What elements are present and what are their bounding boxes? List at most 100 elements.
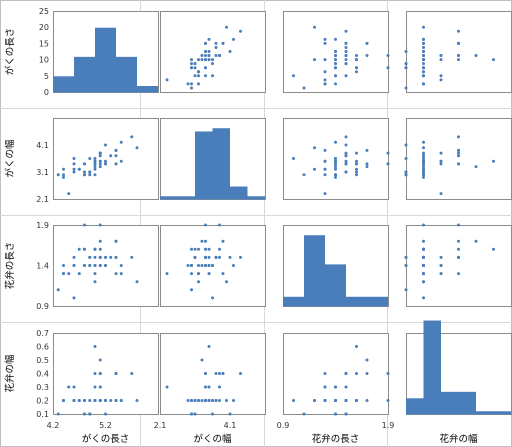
panel-2-3 (283, 118, 389, 200)
scatter-point (98, 385, 102, 389)
scatter-point (93, 247, 97, 251)
scatter-point (207, 54, 211, 58)
scatter-point (422, 66, 425, 70)
scatter-point (119, 159, 123, 163)
scatter-point (104, 399, 107, 402)
histogram-bar (95, 27, 116, 93)
scatter-point (204, 58, 207, 62)
scatter-point (214, 372, 218, 375)
scatter-point (190, 399, 193, 402)
x-tick-label: 2.1 (154, 421, 167, 430)
scatter-point (190, 82, 193, 86)
scatter-point (72, 296, 76, 300)
x-axis-label: がくの幅 (193, 433, 232, 445)
scatter-point (218, 247, 221, 251)
scatter-point (114, 272, 118, 276)
y-axis-label: がくの長さ (4, 28, 16, 76)
scatter-point (404, 66, 408, 70)
y-tick-label: 0.7 (36, 329, 49, 338)
scatter-point (386, 54, 390, 58)
scatter-point (323, 70, 327, 74)
scatter-point (344, 154, 348, 158)
scatter-point (83, 170, 86, 174)
scatter-point (334, 140, 337, 144)
scatter-point (56, 173, 60, 177)
scatter-point (334, 175, 337, 179)
scatter-point (365, 162, 369, 166)
scatter-point (83, 223, 86, 227)
scatter-point (334, 74, 337, 78)
scatter-point (334, 399, 337, 402)
panel-4-2 (160, 333, 266, 415)
histogram-bar (230, 186, 248, 200)
scatter-point (119, 272, 123, 276)
scatter-point (228, 412, 232, 416)
scatter-point (457, 239, 460, 243)
scatter-point (200, 239, 204, 243)
scatter-point (98, 159, 102, 163)
histogram-bar (325, 264, 346, 307)
scatter-point (200, 58, 204, 62)
scatter-point (135, 146, 139, 150)
scatter-point (404, 50, 408, 53)
scatter-point (218, 255, 221, 259)
scatter-point (221, 41, 225, 45)
scatter-point (62, 175, 65, 179)
scatter-point (114, 239, 118, 243)
histogram-bar (476, 411, 494, 415)
scatter-point (404, 157, 408, 160)
scatter-point (72, 385, 76, 389)
scatter-point (225, 280, 228, 284)
scatter-point (200, 399, 204, 402)
scatter-point (197, 82, 200, 86)
scatter-point (355, 159, 358, 163)
scatter-point (422, 165, 425, 169)
scatter-point (197, 247, 200, 251)
scatter-point (130, 135, 134, 139)
scatter-point (211, 74, 214, 78)
scatter-point (439, 272, 443, 276)
scatter-point (193, 247, 197, 251)
scatter-point (211, 399, 214, 402)
scatter-point (334, 58, 337, 62)
scatter-point (334, 159, 337, 163)
scatter-point (355, 58, 358, 62)
scatter-point (334, 82, 337, 86)
scatter-point (207, 399, 211, 402)
scatter-point (200, 358, 204, 362)
scatter-point (344, 372, 348, 375)
scatter-point (190, 86, 193, 90)
scatter-point (474, 239, 478, 243)
scatter-point (344, 41, 348, 45)
scatter-point (323, 385, 327, 389)
scatter-point (422, 280, 425, 284)
histogram-bar (458, 391, 476, 415)
y-tick-label: 0 (44, 88, 49, 97)
scatter-point (200, 54, 204, 58)
scatter-point (355, 70, 358, 74)
scatter-point (365, 148, 369, 152)
scatter-point (355, 54, 358, 58)
scatter-point (439, 54, 443, 58)
scatter-point (313, 58, 316, 62)
scatter-point (197, 70, 200, 74)
scatter-point (93, 280, 97, 284)
scatter-point (344, 159, 348, 163)
scatter-point (193, 66, 197, 70)
scatter-point (422, 223, 425, 227)
scatter-point (165, 78, 169, 82)
y-tick-label: 25 (39, 7, 49, 16)
scatter-point (365, 54, 369, 58)
scatter-point (165, 385, 169, 389)
scatter-point (422, 70, 425, 74)
scatter-point (62, 173, 65, 177)
scatter-point (221, 372, 225, 375)
scatter-point (98, 154, 102, 158)
scatter-point (200, 264, 204, 267)
scatter-point (492, 247, 495, 251)
scatter-point (62, 167, 65, 171)
scatter-point (365, 399, 369, 402)
scatter-point (114, 148, 118, 152)
scatter-point (474, 165, 478, 169)
y-tick-label: 15 (39, 39, 49, 48)
